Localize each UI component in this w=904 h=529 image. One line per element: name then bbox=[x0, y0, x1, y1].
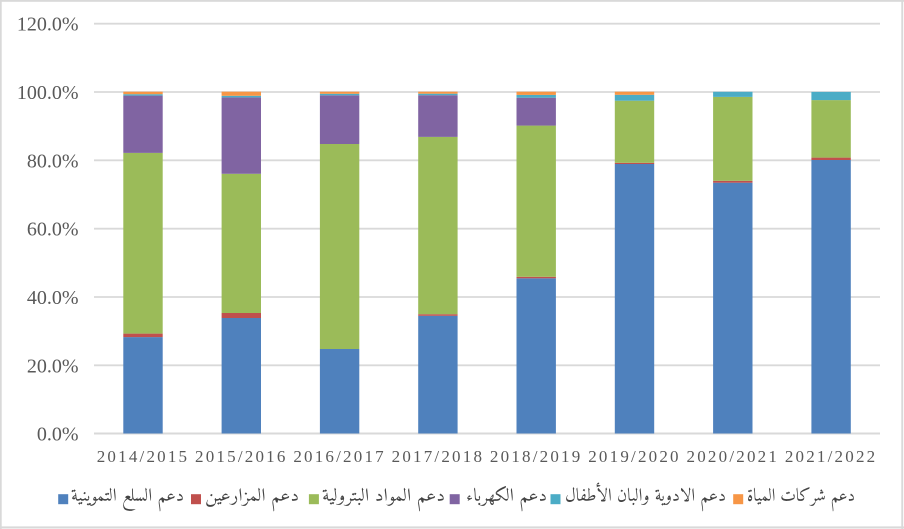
svg-text:120.0%: 120.0% bbox=[17, 14, 79, 36]
svg-text:80.0%: 80.0% bbox=[27, 150, 79, 172]
svg-text:2016/2017: 2016/2017 bbox=[293, 447, 386, 466]
svg-text:20.0%: 20.0% bbox=[27, 355, 79, 377]
svg-text:2015/2016: 2015/2016 bbox=[195, 447, 288, 466]
svg-text:2018/2019: 2018/2019 bbox=[490, 447, 583, 466]
svg-text:0.0%: 0.0% bbox=[37, 424, 79, 446]
svg-text:2014/2015: 2014/2015 bbox=[97, 447, 190, 466]
svg-text:2021/2022: 2021/2022 bbox=[785, 447, 878, 466]
svg-text:2019/2020: 2019/2020 bbox=[588, 447, 681, 466]
svg-text:100.0%: 100.0% bbox=[17, 82, 79, 104]
svg-text:40.0%: 40.0% bbox=[27, 287, 79, 309]
svg-text:2017/2018: 2017/2018 bbox=[392, 447, 485, 466]
svg-text:60.0%: 60.0% bbox=[27, 219, 79, 241]
svg-text:2020/2021: 2020/2021 bbox=[687, 447, 780, 466]
